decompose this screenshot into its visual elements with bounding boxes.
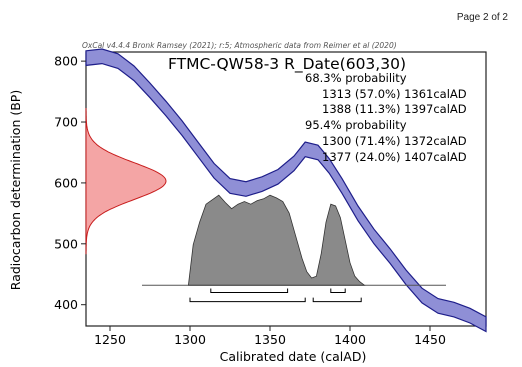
range-95-bracket-2 xyxy=(312,297,362,303)
y-tick-label-1: 400 xyxy=(54,297,78,312)
software-credit: OxCal v4.4.4 Bronk Ramsey (2021); r:5; A… xyxy=(82,41,397,50)
x-tick-label-1: 1250 xyxy=(94,332,126,347)
annotation-line-6: 1377 (24.0%) 1407calAD xyxy=(322,150,467,164)
annotation-line-2: 1313 (57.0%) 1361calAD xyxy=(322,87,467,101)
y-axis-label: Radiocarbon determination (BP) xyxy=(8,90,23,290)
annotation-line-5: 1300 (71.4%) 1372calAD xyxy=(322,134,467,148)
calibration-curve-band xyxy=(85,48,487,333)
y-tick-label-3: 600 xyxy=(54,175,78,190)
y-tick-label-4: 700 xyxy=(54,115,78,130)
annotation-line-1: 68.3% probability xyxy=(305,71,407,85)
range-68-bracket-2 xyxy=(330,288,346,294)
x-tick-label-5: 1450 xyxy=(414,332,446,347)
x-tick-label-3: 1350 xyxy=(254,332,286,347)
range-95-bracket-1 xyxy=(189,297,306,303)
annotation-line-4: 95.4% probability xyxy=(305,118,407,132)
y-tick-label-2: 500 xyxy=(54,236,78,251)
range-68-bracket-1 xyxy=(210,288,289,294)
chart-title: FTMC-QW58-3 R_Date(603,30) xyxy=(168,55,406,74)
x-axis-label: Calibrated date (calAD) xyxy=(220,349,367,364)
x-tick-label-4: 1400 xyxy=(334,332,366,347)
x-tick-label-2: 1300 xyxy=(174,332,206,347)
measurement-distribution xyxy=(85,108,167,255)
page-number: Page 2 of 2 xyxy=(456,12,508,23)
y-tick-label-5: 800 xyxy=(54,54,78,69)
annotation-line-3: 1388 (11.3%) 1397calAD xyxy=(322,102,467,116)
posterior-distribution xyxy=(187,194,366,286)
